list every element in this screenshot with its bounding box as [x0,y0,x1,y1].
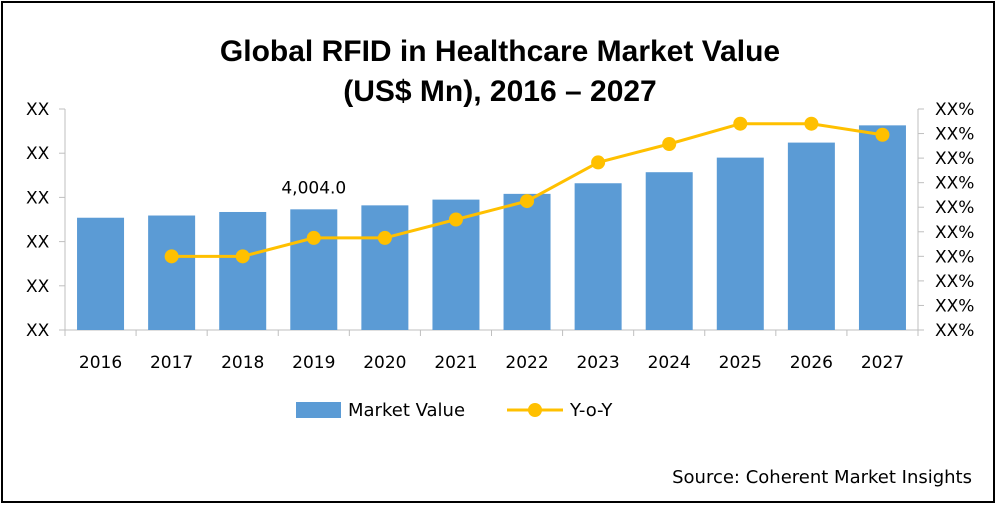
market-value-bar [148,215,196,330]
yoy-point [448,212,463,227]
yoy-point [591,155,606,170]
legend-label-yoy: Y-o-Y [569,400,613,421]
left-axis-tick-label: XX [26,188,50,208]
left-axis-tick-label: XX [26,144,50,164]
x-axis-tick-label: 2027 [861,353,904,373]
market-value-bar [219,211,267,330]
chart-title-line-2: (US$ Mn), 2016 – 2027 [343,75,657,108]
right-axis-tick-label: XX% [935,100,974,120]
legend-label-market-value: Market Value [348,400,465,421]
data-label: 4,004.0 [281,178,346,198]
right-axis-tick-label: XX% [935,321,974,341]
market-value-bar [77,217,125,330]
chart-title-line-1: Global RFID in Healthcare Market Value [219,35,781,68]
market-value-bar [858,125,906,330]
x-axis-tick-label: 2026 [790,353,833,373]
right-axis-tick-label: XX% [935,247,974,267]
right-axis-tick-label: XX% [935,125,974,145]
x-axis-tick-label: 2016 [79,353,122,373]
legend: Market Value Y-o-Y [296,400,613,421]
tick-labels: XX XX XX XX XX XX XX% XX% XX% XX% XX% XX% XX% XX% XX% X… [26,100,974,373]
source-note: Source: Coherent Market Insights [672,467,972,488]
yoy-point [377,230,392,245]
right-axis-tick-label: XX% [935,223,974,243]
market-value-bar [645,172,693,330]
left-axis-tick-label: XX [26,233,50,253]
yoy-point [235,249,250,264]
left-axis-tick-label: XX [26,321,50,341]
yoy-point [520,194,535,209]
right-axis-tick-label: XX% [935,174,974,194]
yoy-point [804,116,819,131]
left-axis-tick-label: XX [26,100,50,120]
right-axis-tick-label: XX% [935,198,974,218]
market-value-bar [361,205,409,330]
x-axis-tick-label: 2024 [648,353,691,373]
axes [59,108,924,336]
left-axis-tick-label: XX [26,277,50,297]
legend-swatch-yoy-marker [528,403,542,417]
x-axis-tick-label: 2018 [221,353,264,373]
right-axis-tick-label: XX% [935,149,974,169]
market-value-bar [290,209,338,330]
yoy-point [662,136,677,151]
market-value-bar [716,157,764,330]
yoy-point [164,249,179,264]
line-series [164,116,890,264]
right-axis-tick-label: XX% [935,272,974,292]
legend-swatch-market-value [296,402,341,418]
yoy-point [306,230,321,245]
market-value-bar [574,183,622,330]
yoy-point [875,127,890,142]
x-axis-tick-label: 2020 [363,353,406,373]
bar-series [77,125,906,330]
x-axis-tick-label: 2021 [434,353,477,373]
right-axis-tick-label: XX% [935,296,974,316]
x-axis-tick-label: 2017 [150,353,193,373]
market-value-bar [787,142,835,330]
yoy-point [733,116,748,131]
x-axis-tick-label: 2023 [576,353,619,373]
x-axis-tick-label: 2019 [292,353,335,373]
market-value-bar [503,193,551,330]
x-axis-tick-label: 2022 [505,353,548,373]
x-axis-tick-label: 2025 [719,353,762,373]
